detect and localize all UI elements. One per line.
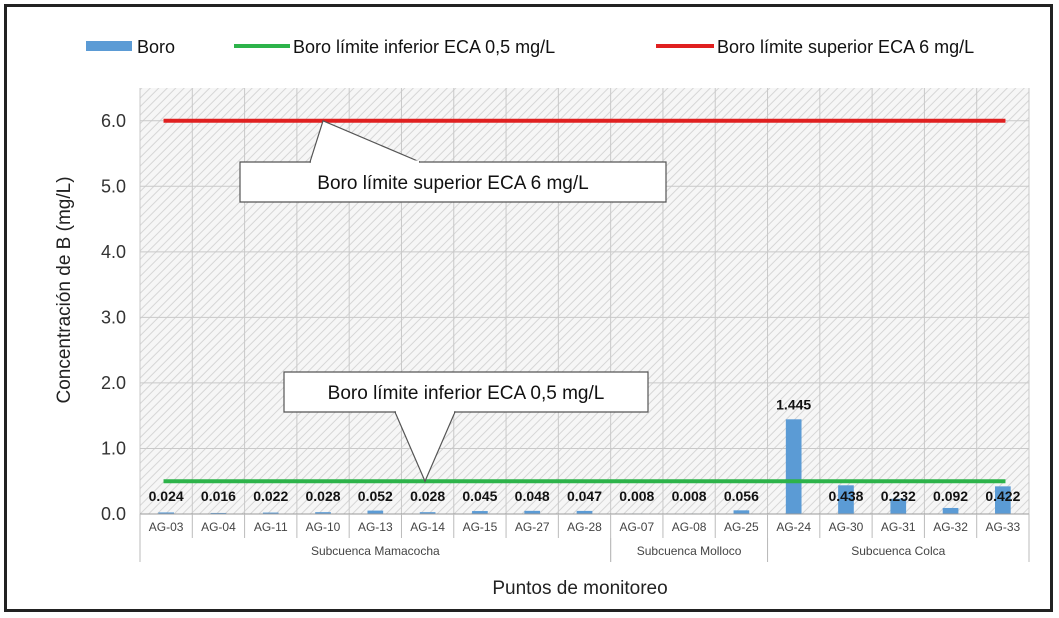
data-label: 0.422 [985,488,1020,504]
data-label: 0.048 [515,488,550,504]
x-tick-label: AG-14 [410,520,445,534]
bar [262,512,279,514]
x-tick-label: AG-08 [672,520,707,534]
bar [210,512,227,514]
callout-box [283,371,649,413]
x-tick-label: AG-10 [306,520,341,534]
x-tick-label: AG-07 [619,520,654,534]
data-label: 0.022 [253,488,288,504]
y-tick-label: 6.0 [101,111,126,131]
bar [419,512,436,514]
y-axis-ticks: 0.0 1.0 2.0 3.0 4.0 5.0 6.0 [101,111,126,524]
legend-swatch-boro [86,41,132,51]
reference-lines [163,118,1006,484]
data-label: 0.052 [358,488,393,504]
x-tick-label: AG-25 [724,520,759,534]
data-labels: 0.024 0.016 0.022 0.028 0.052 0.028 0.045 0.048… [149,396,1021,504]
bar [158,512,174,514]
x-tick-label: AG-30 [829,520,864,534]
bar [890,498,907,514]
data-label: 0.092 [933,488,968,504]
data-label: 0.045 [462,488,497,504]
group-label: Subcuenca Molloco [637,544,742,558]
data-label: 0.008 [619,488,654,504]
data-label: 1.445 [776,396,811,412]
x-axis-groups: Subcuenca Mamacocha Subcuenca Molloco Subc… [139,538,1030,562]
bar [315,512,331,514]
y-tick-label: 0.0 [101,504,126,524]
data-label: 0.016 [201,488,236,504]
data-label: 0.047 [567,488,602,504]
x-tick-label: AG-11 [254,520,288,534]
bar [942,507,959,514]
x-tick-label: AG-24 [776,520,811,534]
group-label: Subcuenca Colca [851,544,945,558]
y-tick-label: 5.0 [101,176,126,196]
group-label: Subcuenca Mamacocha [311,544,440,558]
callout-text: Boro límite inferior ECA 0,5 mg/L [328,383,605,404]
x-tick-label: AG-31 [881,520,916,534]
x-tick-label: AG-27 [515,520,550,534]
bar [367,510,384,514]
data-label: 0.008 [672,488,707,504]
x-axis: AG-03 AG-04 AG-11 AG-10 AG-13 AG-14 AG-15 AG-27… [139,513,1030,538]
data-label: 0.028 [410,488,445,504]
plot-area [140,88,1029,514]
bar [733,510,750,514]
data-label: 0.438 [828,488,863,504]
y-tick-label: 4.0 [101,242,126,262]
legend-label-superior: Boro límite superior ECA 6 mg/L [717,37,974,57]
x-tick-label: AG-13 [358,520,393,534]
data-label: 0.232 [881,488,916,504]
x-tick-label: AG-03 [149,520,184,534]
data-label: 0.024 [149,488,184,504]
y-axis-title: Concentración de B (mg/L) [54,176,75,403]
bar [472,511,488,514]
callouts: Boro límite superior ECA 6 mg/L Boro lími… [239,119,667,483]
callout-box [239,161,667,203]
x-tick-label: AG-15 [463,520,498,534]
y-tick-label: 3.0 [101,307,126,327]
legend-label-boro: Boro [137,37,175,57]
y-tick-label: 2.0 [101,373,126,393]
bar [838,485,854,514]
data-label: 0.028 [306,488,341,504]
bar [576,510,593,514]
bar [785,419,802,514]
bars [158,419,1011,515]
x-tick-label: AG-28 [567,520,602,534]
x-tick-label: AG-33 [986,520,1021,534]
callout-text: Boro límite superior ECA 6 mg/L [317,173,588,194]
x-tick-label: AG-32 [933,520,968,534]
x-axis-title: Puntos de monitoreo [492,578,667,599]
bar [995,486,1011,514]
y-tick-label: 1.0 [101,438,126,458]
bar [524,510,541,514]
legend-label-inferior: Boro límite inferior ECA 0,5 mg/L [293,37,555,57]
legend: Boro Boro límite inferior ECA 0,5 mg/L Bor… [86,37,974,57]
data-label: 0.056 [724,488,759,504]
x-tick-label: AG-04 [201,520,236,534]
